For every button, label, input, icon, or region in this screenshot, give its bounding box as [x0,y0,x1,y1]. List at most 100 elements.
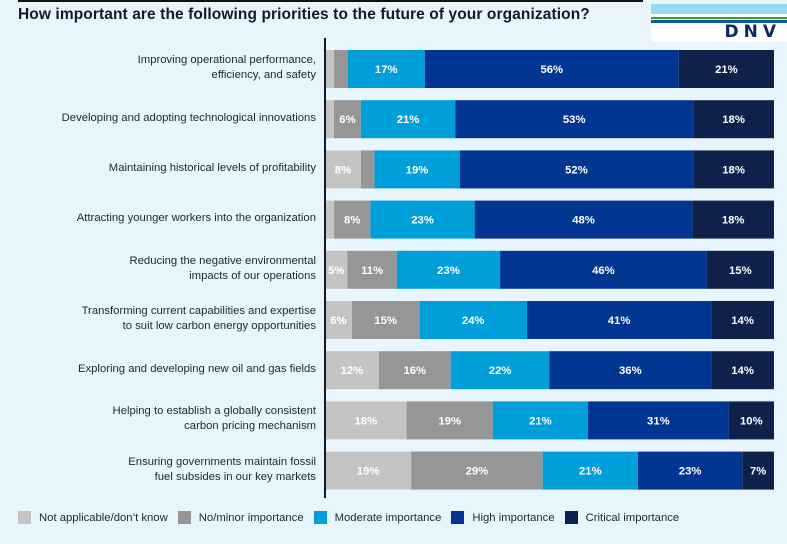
data-label: 11% [361,265,383,277]
category-label: Helping to establish a globally consiste… [0,404,316,434]
bar-segment-critical [693,150,774,189]
category-label: Transforming current capabilities and ex… [0,304,316,334]
category-label: Exploring and developing new oil and gas… [0,362,316,377]
legend-label: No/minor importance [198,511,304,524]
data-label: 18% [722,114,745,126]
bar-row: 6% 15% 24% 41% 14% [325,301,774,339]
data-label: 5% [328,265,344,277]
category-label: Maintaining historical levels of profita… [0,161,316,176]
data-label: 6% [330,315,346,327]
legend-item-critical: Critical importance [564,511,679,524]
data-label: 18% [355,415,378,427]
data-label: 16% [403,365,426,377]
category-label-line: fuel subsides in our key markets [154,470,316,483]
bar-row: 5% 11% 23% 46% 15% [325,250,774,289]
bar-segment-moderate [450,351,550,390]
legend-label: High importance [472,511,555,524]
bar-segment-moderate [374,150,460,189]
bar-segment-high [637,451,743,490]
category-label-line: carbon pricing mechanism [184,420,316,433]
data-label: 23% [679,466,702,478]
bar-segment-not-applicable [325,351,379,390]
bar-segment-not-applicable [325,250,348,289]
bar-segment-no-minor [334,200,371,239]
bar-segment-critical [706,250,774,289]
data-label: 21% [529,415,552,427]
data-label: 10% [740,415,763,427]
bar-row: 12% 16% 22% 36% 14% [325,351,774,390]
legend-item-high: High importance [451,511,555,524]
dnv-logo: DNV [651,4,787,42]
bar-segment-critical [728,401,774,440]
legend-swatch [177,511,191,524]
legend-label: Moderate importance [334,511,442,524]
data-label: 21% [715,64,738,76]
bar-row: 17% 56% 21% [325,50,774,88]
y-axis-line [324,38,326,498]
bar-segment-high [588,401,729,440]
category-label-line: Improving operational performance, [137,54,316,66]
data-label: 46% [592,265,615,277]
data-label: 15% [729,265,752,277]
bar-segment-not-applicable [325,401,407,440]
bar-segment-not-applicable [325,451,412,490]
category-label: Reducing the negative environmental impac… [0,254,316,284]
legend-swatch [313,511,327,524]
category-label-line: Attracting younger workers into the orga… [76,212,316,225]
bar-segment-moderate [347,50,425,88]
legend-swatch [564,511,578,524]
category-label-line: impacts of our operations [189,269,316,282]
legend-item-not-applicable: Not applicable/don’t know [18,511,168,524]
legend-item-no-minor: No/minor importance [177,511,304,524]
bar-segment-no-minor [360,150,375,189]
data-label: 41% [608,315,631,327]
bar-segment-moderate [396,250,501,289]
data-label: 36% [619,365,642,377]
bar-segment-critical [692,200,774,239]
bar-segment-high [424,50,679,88]
data-label: 17% [375,64,398,76]
data-label: 31% [647,415,670,427]
bar-segment-high [459,150,694,189]
bar-segment-moderate [542,451,638,490]
data-label: 24% [462,315,485,327]
bar-segment-no-minor [411,451,543,490]
data-label: 22% [489,365,512,377]
category-label-line: to suit low carbon energy opportunities [122,320,316,332]
legend-label: Not applicable/don’t know [39,511,168,524]
bar-segment-no-minor [351,301,420,339]
bar-row: 8% 19% 52% 18% [325,150,774,189]
data-label: 14% [731,315,754,327]
logo-band-blue [651,20,787,23]
data-label: 7% [750,466,766,478]
category-label-line: Helping to establish a globally consiste… [112,405,316,418]
category-label-line: efficiency, and safety [211,69,316,81]
data-label: 18% [722,164,745,176]
bar-segment-not-applicable [325,200,335,239]
bar-segment-no-minor [347,250,397,289]
legend-swatch [451,511,465,524]
category-label-line: Developing and adopting technological in… [61,111,316,124]
bar-segment-moderate [492,401,589,440]
bar-segment-not-applicable [325,301,352,339]
bar-segment-no-minor [406,401,493,440]
bar-row: 19% 29% 21% 23% 7% [325,451,774,490]
category-label-line: Ensuring governments maintain fossil [128,455,316,468]
data-label: 8% [344,215,360,227]
category-label-line: Reducing the negative environmental [129,254,316,267]
bar-segment-critical [678,50,774,88]
chart-title: How important are the following prioriti… [18,6,590,23]
data-label: 29% [466,466,489,478]
data-label: 52% [565,164,588,176]
bar-segment-critical [693,100,774,139]
bar-segment-critical [711,301,774,339]
data-label: 14% [731,365,754,377]
legend-item-moderate: Moderate importance [313,511,442,524]
bar-segment-high [527,301,712,339]
bar-segment-high [549,351,712,390]
legend-swatch [18,511,31,524]
category-label: Attracting younger workers into the orga… [0,211,316,226]
category-label: Ensuring governments maintain fossil fuel… [0,455,316,485]
bar-segment-no-minor [378,351,451,390]
